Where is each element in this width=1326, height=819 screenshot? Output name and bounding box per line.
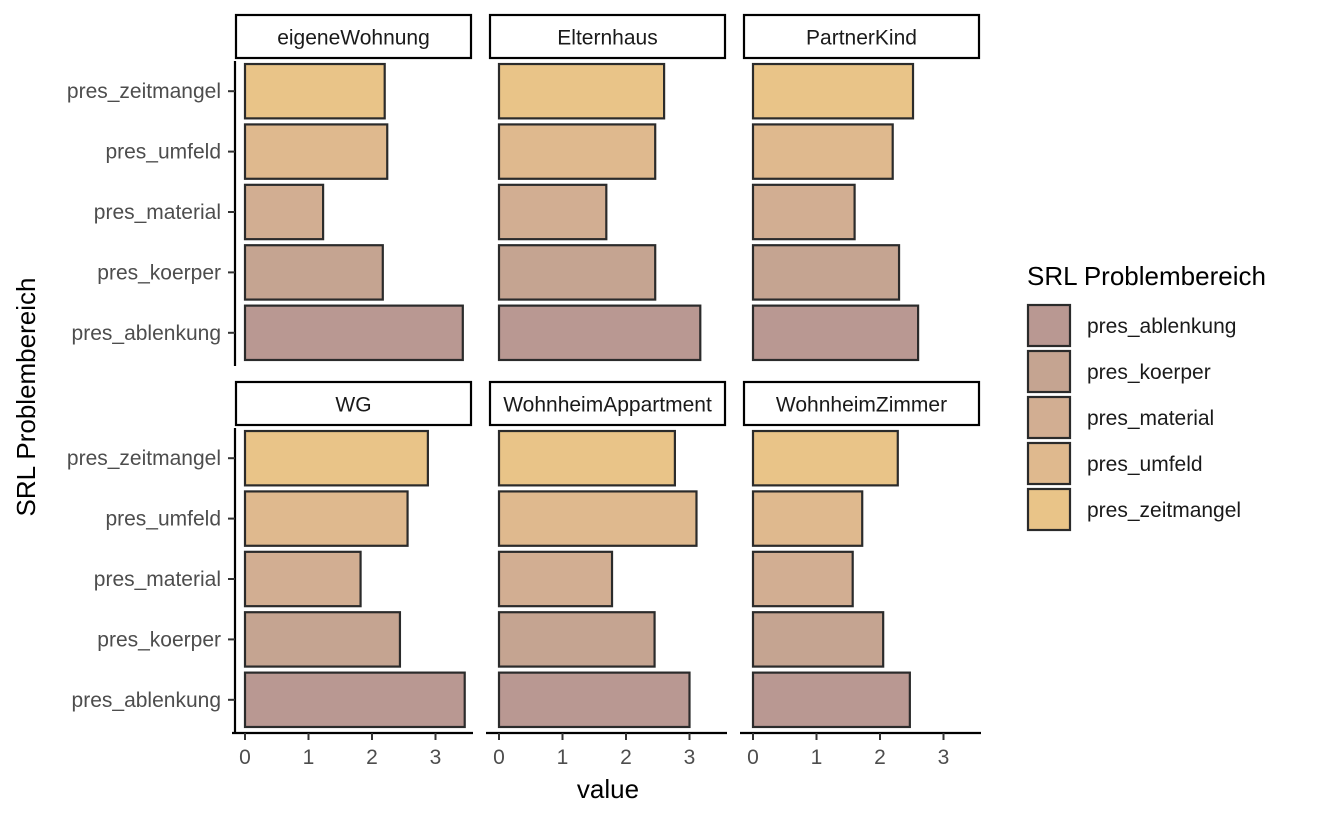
bar-pres_zeitmangel [497,429,676,487]
bar-pres_umfeld [751,490,864,547]
bar-pres_koerper [497,611,656,668]
x-tick-label: 3 [430,746,442,769]
y-tick-label: pres_material [94,201,221,224]
legend-title: SRL Problembereich [1027,261,1266,291]
bar-pres_umfeld [751,123,894,180]
y-tick-label: pres_umfeld [105,141,221,164]
bar-pres_material [497,183,608,241]
facet-strip [742,380,981,427]
bar-pres_zeitmangel [243,62,386,120]
x-tick-label: 2 [620,746,632,769]
legend-label: pres_umfeld [1087,453,1203,476]
bar-pres_zeitmangel [243,429,429,487]
bar-pres_material [243,183,325,241]
y-tick-label: pres_zeitmangel [67,447,221,470]
legend-entry: pres_material [1026,395,1214,440]
x-tick-label: 1 [303,746,315,769]
bar-pres_ablenkung [497,304,702,362]
bar-pres_material [243,550,362,608]
bar-pres_umfeld [497,490,698,547]
bar-pres_koerper [497,244,657,301]
legend-entry: pres_koerper [1026,349,1211,394]
bar-pres_umfeld [243,490,409,547]
facet-panel: eigeneWohnung pres_zeitmangel pres_umfeldp… [67,13,473,366]
axis-titles: value SRL Problembereich [11,278,639,804]
legend-entry: pres_ablenkung [1026,303,1236,348]
bar-pres_koerper [243,611,402,668]
facet-strip [234,13,473,60]
facet-panels: eigeneWohnungpres_zeitmangelpres_umfeldp… [67,13,981,769]
bar-pres_material [751,550,854,608]
y-tick-label: pres_ablenkung [72,322,221,345]
legend-label: pres_zeitmangel [1087,499,1241,522]
legend: SRL Problembereich pres_ablenkung pres_ko… [1026,261,1266,532]
bar-pres_koerper [751,244,901,301]
bar-pres_material [497,550,614,608]
facet-panel: Elternhaus [488,13,727,362]
facet-strip-label: Elternhaus [557,27,657,50]
x-tick-label: 3 [684,746,696,769]
facet-strip-label: WohnheimZimmer [776,394,947,417]
x-tick-label: 0 [239,746,251,769]
legend-key [1026,349,1072,394]
y-axis-title: SRL Problembereich [11,278,41,517]
bar-pres_koerper [751,611,885,668]
x-tick-label: 2 [874,746,886,769]
legend-entry: pres_umfeld [1026,441,1203,486]
facet-strip-label: WohnheimAppartment [503,394,712,417]
bar-pres_ablenkung [243,304,464,362]
bar-pres_material [751,183,856,241]
bar-pres_ablenkung [497,671,691,729]
x-axis-title: value [577,774,639,804]
x-tick-label: 1 [811,746,823,769]
legend-label: pres_koerper [1087,361,1211,384]
legend-entry: pres_zeitmangel [1026,487,1241,532]
facet-strip [742,13,981,60]
facet-strip-label: WG [335,394,371,417]
bar-pres_ablenkung [751,671,911,729]
facet-strip [488,13,727,60]
x-tick-label: 2 [366,746,378,769]
facet-panel: PartnerKind [742,13,981,362]
y-tick-label: pres_ablenkung [72,689,221,712]
facet-strip-label: PartnerKind [806,27,917,50]
legend-key [1026,441,1072,486]
facet-strip [488,380,727,427]
legend-key [1026,303,1072,348]
bar-pres_koerper [243,244,384,301]
legend-key [1026,487,1072,532]
x-tick-label: 0 [493,746,505,769]
facet-panel: WG pres_zeitmangel pres_umfeld pres_materia… [67,380,473,769]
y-tick-label: pres_zeitmangel [67,80,221,103]
bar-pres_umfeld [243,123,389,180]
facet-panel: WohnheimAppartment 0 1 2 3 [486,380,727,769]
x-tick-label: 1 [557,746,569,769]
y-tick-label: pres_koerper [97,628,221,651]
bar-pres_zeitmangel [751,429,899,487]
legend-label: pres_ablenkung [1087,315,1236,338]
bar-pres_zeitmangel [497,62,666,120]
y-tick-label: pres_material [94,568,221,591]
bar-pres_zeitmangel [751,62,915,120]
y-tick-label: pres_umfeld [105,508,221,531]
legend-label: pres_material [1087,407,1214,430]
x-tick-label: 0 [747,746,759,769]
facet-strip [234,380,473,427]
facet-panel: WohnheimZimmer 0 1 2 3 [740,380,981,769]
x-tick-label: 3 [938,746,950,769]
bar-pres_ablenkung [243,671,466,729]
facet-strip-label: eigeneWohnung [277,27,430,50]
bar-pres_umfeld [497,123,657,180]
y-tick-label: pres_koerper [97,261,221,284]
legend-key [1026,395,1072,440]
bar-pres_ablenkung [751,304,920,362]
